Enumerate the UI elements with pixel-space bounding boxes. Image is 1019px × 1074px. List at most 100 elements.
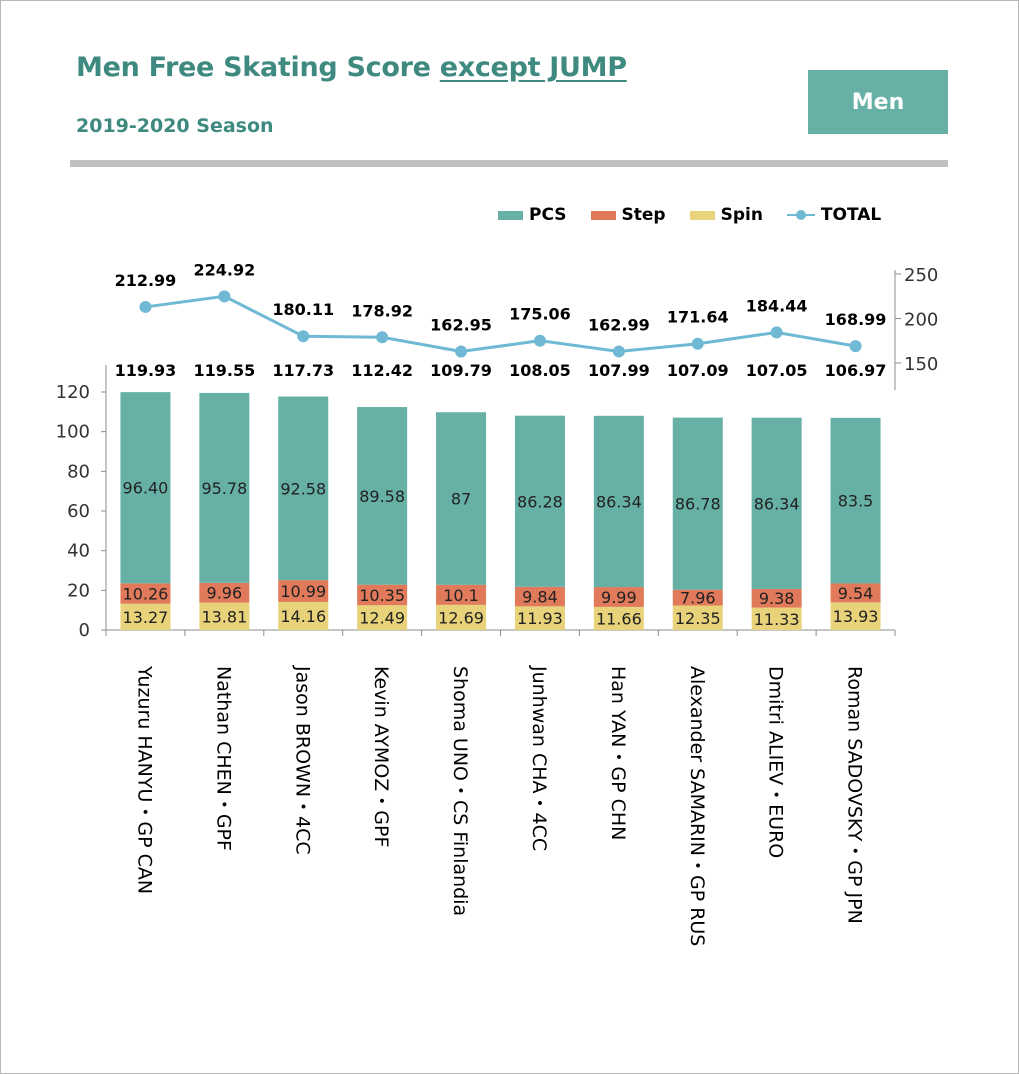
legend-item-total: TOTAL <box>786 205 881 225</box>
x-category-label: Roman SADOVSKY・GP JPN <box>844 666 866 924</box>
bar-total-label: 108.05 <box>509 361 571 380</box>
data-label-spin: 13.93 <box>833 607 879 626</box>
data-label-spin: 11.93 <box>517 609 563 628</box>
bar-spin <box>278 601 329 630</box>
bar-spin <box>357 605 408 630</box>
legend-label-spin: Spin <box>720 205 763 225</box>
bar-step <box>593 587 644 607</box>
data-label-pcs: 92.58 <box>280 479 326 498</box>
data-label-pcs: 87 <box>451 490 471 509</box>
line-label-total: 212.99 <box>115 271 177 290</box>
y-left-tick-label: 0 <box>79 620 90 641</box>
line-label-total: 224.92 <box>193 260 255 279</box>
bar-step <box>672 589 723 606</box>
legend-swatch-total <box>786 209 815 221</box>
chart-title: Men Free Skating Score except JUMP <box>76 52 627 83</box>
y-right-tick-label: 150 <box>904 354 938 375</box>
y-right-tick-label: 200 <box>904 310 938 331</box>
data-label-spin: 11.66 <box>596 609 642 628</box>
data-label-step: 10.1 <box>443 586 479 605</box>
data-label-step: 10.26 <box>123 585 169 604</box>
data-label-spin: 13.27 <box>123 608 169 627</box>
line-point-total <box>691 337 704 350</box>
bar-step <box>357 584 408 606</box>
x-category-label: Kevin AYMOZ・GPF <box>370 666 392 847</box>
bar-spin <box>830 602 881 630</box>
legend-item-pcs: PCS <box>498 205 567 225</box>
bar-step <box>514 586 565 607</box>
data-label-pcs: 86.34 <box>754 494 800 513</box>
y-left-tick-label: 20 <box>67 580 90 601</box>
data-label-step: 9.84 <box>522 588 558 607</box>
line-point-total <box>455 345 468 358</box>
bar-spin <box>672 605 723 630</box>
bar-pcs <box>278 396 329 581</box>
line-point-total <box>139 300 152 313</box>
data-label-step: 10.35 <box>359 586 405 605</box>
data-label-spin: 11.33 <box>754 610 800 629</box>
bar-step <box>120 583 171 604</box>
bar-pcs <box>751 417 802 589</box>
x-category-label: Junhwan CHA・4CC <box>528 665 550 851</box>
bar-spin <box>436 604 487 630</box>
data-label-step: 9.96 <box>207 584 243 603</box>
x-category-label: Dmitri ALIEV・EURO <box>765 666 787 858</box>
line-point-total <box>218 290 231 303</box>
data-label-pcs: 96.40 <box>123 479 169 498</box>
bar-total-label: 112.42 <box>351 361 413 380</box>
y-left-tick-label: 60 <box>67 501 90 522</box>
legend-label-step: Step <box>621 205 666 225</box>
bar-step <box>830 583 881 603</box>
bar-total-label: 106.97 <box>825 361 887 380</box>
data-label-spin: 13.81 <box>201 607 247 626</box>
x-category-label: Shoma UNO・CS Finlandia <box>449 666 471 916</box>
bar-total-label: 119.93 <box>115 361 177 380</box>
data-label-pcs: 86.34 <box>596 492 642 511</box>
bar-pcs <box>830 417 881 584</box>
bar-total-label: 107.99 <box>588 361 650 380</box>
x-category-label: Yuzuru HANYU・GP CAN <box>133 665 155 894</box>
bar-spin <box>514 606 565 630</box>
bar-step <box>199 582 250 603</box>
legend-swatch-step <box>590 210 616 220</box>
bar-pcs <box>672 417 723 590</box>
title-emphasis: except JUMP <box>439 52 627 83</box>
line-point-total <box>849 340 862 353</box>
data-label-pcs: 86.28 <box>517 492 563 511</box>
x-category-label: Han YAN・GP CHN <box>607 666 629 840</box>
line-point-total <box>612 345 625 358</box>
x-category-label: Alexander SAMARIN・GP RUS <box>686 666 708 946</box>
legend-swatch-pcs <box>498 210 523 220</box>
y-left-tick-label: 40 <box>67 541 90 562</box>
bar-step <box>278 580 329 602</box>
bar-step <box>436 584 487 605</box>
chart-subtitle: 2019-2020 Season <box>76 115 274 137</box>
chart-legend: PCS Step Spin TOTAL <box>498 203 881 227</box>
bar-total-label: 107.09 <box>667 361 729 380</box>
legend-item-step: Step <box>590 205 666 225</box>
line-label-total: 184.44 <box>746 296 808 315</box>
bar-pcs <box>593 415 644 588</box>
bar-total-label: 107.05 <box>746 361 808 380</box>
bar-pcs <box>120 392 171 584</box>
y-left-tick-label: 100 <box>56 422 90 443</box>
line-point-total <box>770 326 783 339</box>
data-label-pcs: 83.5 <box>838 492 874 511</box>
y-left-tick-label: 80 <box>67 461 90 482</box>
y-left-tick-label: 120 <box>56 382 90 403</box>
line-label-total: 178.92 <box>351 301 413 320</box>
legend-label-pcs: PCS <box>529 205 567 225</box>
data-label-pcs: 89.58 <box>359 487 405 506</box>
line-label-total: 171.64 <box>667 308 729 327</box>
data-label-spin: 14.16 <box>280 607 326 626</box>
data-label-step: 9.54 <box>838 584 874 603</box>
y-right-tick-label: 250 <box>904 265 938 286</box>
bar-pcs <box>514 415 565 587</box>
title-main: Men Free Skating Score <box>76 52 440 83</box>
data-label-pcs: 86.78 <box>675 495 721 514</box>
line-label-total: 162.95 <box>430 315 492 334</box>
data-label-step: 10.99 <box>280 582 326 601</box>
bar-spin <box>199 602 250 630</box>
bar-total-label: 109.79 <box>430 361 492 380</box>
